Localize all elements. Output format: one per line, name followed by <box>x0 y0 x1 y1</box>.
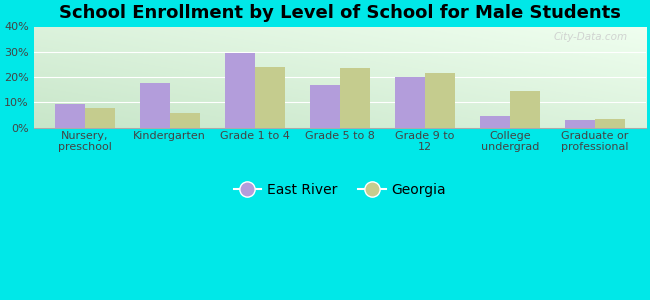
Title: School Enrollment by Level of School for Male Students: School Enrollment by Level of School for… <box>59 4 621 22</box>
Bar <box>510 91 540 128</box>
Bar <box>170 112 200 128</box>
Bar <box>340 68 370 128</box>
Bar <box>595 119 625 128</box>
Bar <box>225 53 255 128</box>
Text: City-Data.com: City-Data.com <box>553 32 627 42</box>
Bar <box>395 77 425 128</box>
Bar <box>565 120 595 128</box>
Bar <box>425 73 454 128</box>
Bar <box>310 85 340 128</box>
Bar <box>140 83 170 128</box>
Bar <box>84 107 114 128</box>
Legend: East River, Georgia: East River, Georgia <box>228 177 452 202</box>
Bar <box>255 67 285 128</box>
Bar <box>55 104 84 128</box>
Bar <box>480 116 510 128</box>
